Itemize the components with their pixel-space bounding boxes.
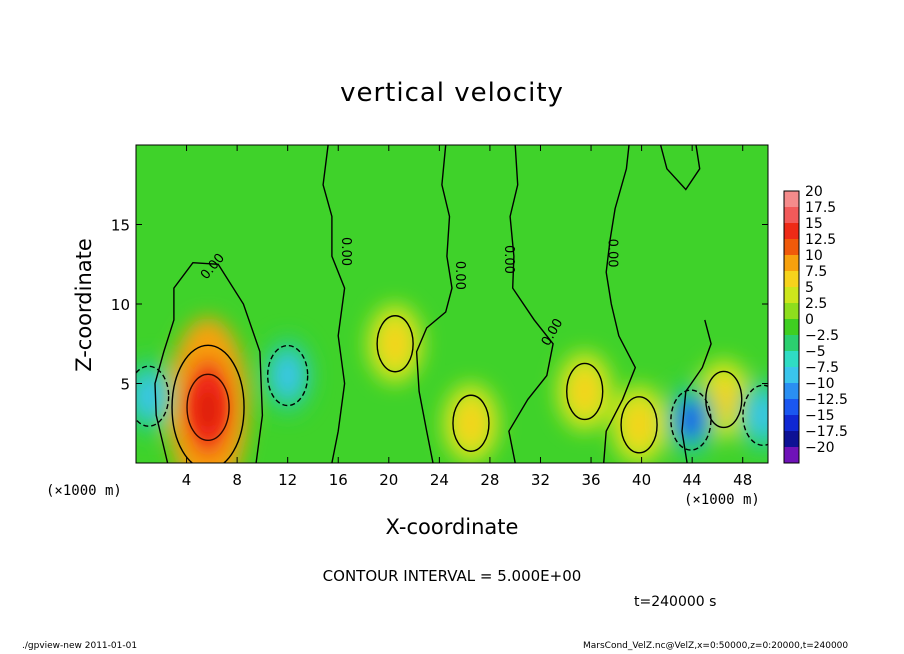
colorbar-swatch-7 [784,303,799,320]
shade-core-7 [136,374,163,419]
x-tick-label-16: 16 [329,471,348,489]
x-tick-label-36: 36 [581,471,600,489]
contour-zero-6 [659,145,701,191]
x-axis-label: X-coordinate [385,515,519,539]
colorbar-label-2: 15 [805,216,823,232]
shade-main-peak [199,391,218,428]
colorbar-label-13: −12.5 [805,392,848,408]
x-tick-label-44: 44 [683,471,702,489]
colorbar-label-1: 17.5 [805,200,836,216]
x-tick-label-24: 24 [430,471,449,489]
footer-right: MarsCond_VelZ.nc@VelZ,x=0:50000,z=0:2000… [583,641,849,651]
colorbar-label-7: 2.5 [805,296,827,312]
colorbar-label-14: −15 [805,408,835,424]
colorbar-label-0: 20 [805,184,823,200]
colorbar-swatch-15 [784,431,799,448]
shade-core-2 [455,401,487,446]
colorbar-swatch-12 [784,383,799,400]
colorbar-label-10: −5 [805,344,826,360]
contour-updraft-3 [566,362,604,421]
contour-label-1: 0.00 [338,237,353,266]
time-label: t=240000 s [634,594,717,610]
contour-updraft-1 [376,315,414,373]
contour-label-4: 0.00 [605,239,620,268]
contour-label-2: 0.00 [452,261,467,290]
contour-label-3: 0.00 [501,245,516,274]
colorbar-label-3: 12.5 [805,232,836,248]
colorbar-swatch-2 [784,223,799,240]
x-tick-label-8: 8 [232,471,242,489]
contour-zero-5 [681,319,712,463]
x-tick-label-48: 48 [733,471,752,489]
colorbar-swatch-16 [784,447,799,464]
contour-downdraft-6 [266,344,309,407]
contour-main-10 [171,344,245,463]
x-tick-label-20: 20 [379,471,398,489]
y-tick-label-5: 5 [120,376,130,394]
contour-downdraft-8 [670,389,712,451]
colorbar-label-11: −7.5 [805,360,839,376]
colorbar-swatch-14 [784,415,799,432]
contour-zero-3 [508,145,554,463]
colorbar-label-8: 0 [805,312,814,328]
colorbar-label-5: 7.5 [805,264,827,280]
y-tick-label-15: 15 [111,217,130,235]
colorbar-frame [783,190,800,464]
colorbar-label-12: −10 [805,376,835,392]
contour-zero-1 [322,145,346,463]
colorbar-label-6: 5 [805,280,814,296]
x-tick-label-40: 40 [632,471,651,489]
x-unit-label-left: (×1000 m) [46,483,122,499]
x-tick-label-32: 32 [531,471,550,489]
x-unit-label-right: (×1000 m) [684,492,760,508]
colorbar-swatch-11 [784,367,799,384]
contour-zero-4 [603,145,637,463]
colorbar-label-9: −2.5 [805,328,839,344]
contour-updraft-4 [620,396,658,454]
colorbar-swatch-6 [784,287,799,304]
contour-downdraft-7 [136,365,170,427]
y-tick-label-10: 10 [111,296,130,314]
colorbar-swatch-13 [784,399,799,416]
contour-interval-text: CONTOUR INTERVAL = 5.000E+00 [322,567,582,585]
x-tick-label-12: 12 [278,471,297,489]
colorbar-swatch-5 [784,271,799,288]
colorbar-label-4: 10 [805,248,823,264]
colorbar-swatch-1 [784,207,799,224]
colorbar-swatch-9 [784,335,799,352]
colorbar-swatch-10 [784,351,799,368]
shade-core-6 [273,353,302,398]
colorbar-swatch-4 [784,255,799,272]
contour-main-15 [186,373,230,442]
shade-core-8 [676,398,706,443]
x-tick-label-4: 4 [182,471,192,489]
x-tick-label-28: 28 [480,471,499,489]
contour-zero-0 [154,261,264,463]
chart-title: vertical velocity [340,78,564,108]
shade-core-9 [748,393,768,438]
footer-left: ./gpview-new 2011-01-01 [22,641,138,651]
plot-area [136,145,768,463]
colorbar-swatch-3 [784,239,799,256]
shade-core-3 [569,369,601,414]
colorbar-swatch-0 [784,191,799,208]
colorbar-label-15: −17.5 [805,424,848,440]
shade-core-4 [623,402,655,447]
shade-core-1 [379,321,411,366]
contour-zero-2 [415,145,453,463]
colorbar-label-16: −20 [805,440,835,456]
colorbar-swatch-8 [784,319,799,336]
contour-updraft-2 [452,394,490,452]
